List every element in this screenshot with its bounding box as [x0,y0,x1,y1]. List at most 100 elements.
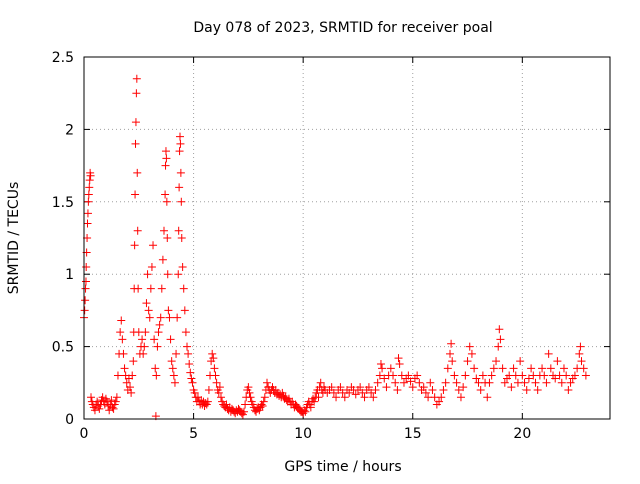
data-point [316,378,325,387]
data-point [336,383,345,392]
data-point [301,407,310,416]
data-point [452,378,461,387]
data-point [472,374,481,383]
data-point [495,325,504,334]
data-point [190,388,199,397]
data-point [186,368,195,377]
data-point [415,378,424,387]
data-point [500,378,509,387]
data-point [95,404,104,413]
data-point [113,371,122,380]
data-point [520,378,529,387]
data-point [419,383,428,392]
data-point [531,378,540,387]
data-point [351,390,360,399]
data-point [263,378,272,387]
data-point [391,378,400,387]
data-point [404,371,413,380]
data-point [143,270,152,279]
data-point [109,404,118,413]
y-tick-label: 0.5 [52,340,74,356]
data-point [112,393,121,402]
y-axis-label: SRMTID / TECUs [6,182,22,295]
data-point [116,328,125,337]
data-point [371,386,380,395]
data-point [538,364,547,373]
x-tick-label: 5 [189,426,198,442]
chart-title: Day 078 of 2023, SRMTID for receiver poa… [193,20,492,36]
data-point [155,320,164,329]
data-point [533,386,542,395]
data-point [447,339,456,348]
data-point [329,388,338,397]
data-point [158,255,167,264]
data-point [141,328,150,337]
data-point [356,383,365,392]
data-point [156,313,165,322]
data-point [172,349,181,358]
data-point [553,357,562,366]
data-point [340,393,349,402]
data-point [239,407,248,416]
data-point [175,147,184,156]
data-point [380,374,389,383]
data-point [435,397,444,406]
data-point [570,371,579,380]
data-point [144,306,153,315]
data-point [367,388,376,397]
data-point [492,357,501,366]
data-point [120,364,129,373]
data-point [131,190,140,199]
data-point [209,354,218,363]
data-point [443,364,452,373]
data-point [413,371,422,380]
data-point [131,118,140,127]
data-point [164,306,173,315]
data-point [314,393,323,402]
data-point [127,388,136,397]
data-point [179,284,188,293]
data-point [111,397,120,406]
data-point [260,393,269,402]
data-point [142,299,151,308]
data-point [140,342,149,351]
data-point [576,342,585,351]
data-point [81,277,90,286]
data-point [84,197,93,206]
data-point [421,388,430,397]
data-point [470,364,479,373]
data-point [382,383,391,392]
data-point [211,371,220,380]
data-point [175,132,184,141]
data-point [540,371,549,380]
data-point [395,359,404,368]
data-point [345,388,354,397]
data-point [212,378,221,387]
data-point [178,262,187,271]
data-point [215,383,224,392]
data-point [107,396,116,405]
data-point [428,386,437,395]
data-point [389,371,398,380]
data-point [131,139,140,148]
data-point [459,383,468,392]
data-point [551,374,560,383]
data-point [376,359,385,368]
data-point [259,397,268,406]
data-point [461,371,470,380]
data-point [559,364,568,373]
data-point [386,364,395,373]
data-point [310,397,319,406]
data-point [85,183,94,192]
data-point [81,296,90,305]
data-point [161,161,170,170]
data-point [465,342,474,351]
data-point [150,335,159,344]
data-point [467,349,476,358]
data-point [147,262,156,271]
data-point [130,241,139,250]
data-point [478,371,487,380]
x-tick-label: 10 [294,426,312,442]
data-point [133,226,142,235]
